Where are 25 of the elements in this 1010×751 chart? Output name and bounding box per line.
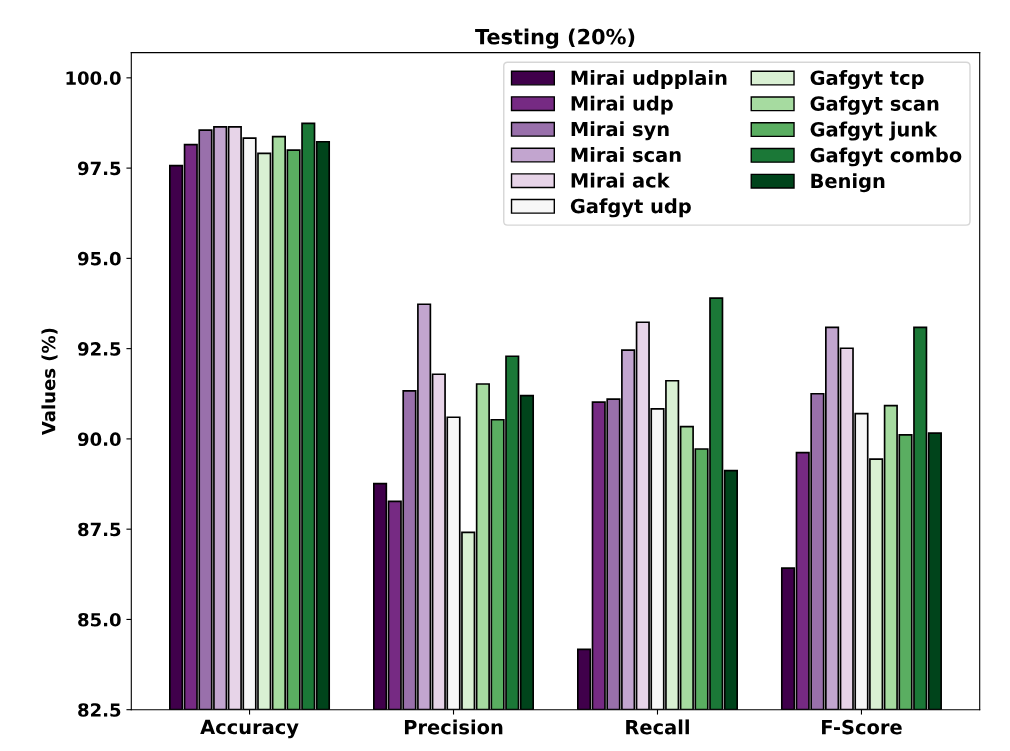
x-tick-label: Precision bbox=[404, 719, 503, 735]
x-tick-label: F-Score bbox=[822, 719, 902, 735]
x-tick-label: Recall bbox=[626, 719, 689, 735]
x-tick-label: Accuracy bbox=[200, 719, 299, 739]
legend-label: Mirai scan bbox=[571, 147, 681, 163]
legend-label: Gafgyt udp bbox=[570, 198, 691, 218]
chart-title: Testing (20%) bbox=[475, 28, 635, 49]
y-tick-label: 87.5 bbox=[78, 522, 121, 537]
y-tick-label: 90.0 bbox=[77, 432, 121, 447]
legend-label: Gafgyt junk bbox=[810, 121, 938, 141]
legend-label: Gafgyt tcp bbox=[810, 70, 924, 90]
y-tick-label: 95.0 bbox=[77, 251, 121, 266]
y-axis-title: Values (%) bbox=[41, 328, 58, 436]
legend-label: Mirai syn bbox=[571, 121, 669, 141]
legend-label: Benign bbox=[811, 173, 885, 193]
legend-label: Mirai udpplain bbox=[571, 70, 727, 89]
legend-label: Gafgyt combo bbox=[810, 147, 962, 167]
legend-label: Mirai udp bbox=[571, 95, 673, 115]
legend-label: Gafgyt scan bbox=[810, 95, 939, 115]
legend-label: Mirai ack bbox=[571, 172, 670, 188]
y-tick-label: 82.5 bbox=[78, 703, 121, 717]
y-tick-label: 100.0 bbox=[66, 71, 121, 85]
y-tick-label: 92.5 bbox=[77, 342, 121, 356]
y-tick-label: 85.0 bbox=[78, 612, 121, 627]
y-tick-label: 97.5 bbox=[77, 161, 121, 176]
